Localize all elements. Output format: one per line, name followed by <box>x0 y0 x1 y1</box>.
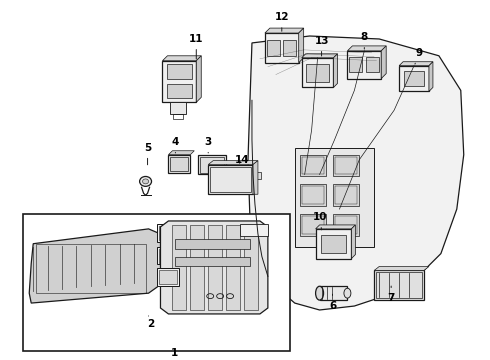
Bar <box>319 286 347 300</box>
Polygon shape <box>381 46 386 78</box>
Bar <box>399 66 429 91</box>
Bar <box>294 148 374 247</box>
Bar <box>306 64 329 81</box>
Polygon shape <box>399 62 433 66</box>
Bar <box>334 155 359 176</box>
Bar <box>366 57 378 72</box>
Bar <box>159 270 177 284</box>
Bar <box>157 224 179 242</box>
Bar <box>374 270 424 300</box>
Bar <box>167 84 192 98</box>
Polygon shape <box>316 225 355 229</box>
Text: 2: 2 <box>147 316 154 329</box>
Text: 8: 8 <box>361 32 368 49</box>
Bar <box>171 157 188 171</box>
Bar <box>404 71 424 86</box>
Bar <box>265 33 299 63</box>
Polygon shape <box>265 28 304 33</box>
Ellipse shape <box>143 179 148 184</box>
Bar <box>208 225 222 310</box>
Bar <box>173 114 183 119</box>
Bar <box>208 165 253 194</box>
Polygon shape <box>351 225 355 258</box>
Polygon shape <box>161 221 268 314</box>
Text: 14: 14 <box>235 155 249 165</box>
Bar <box>171 226 178 240</box>
Polygon shape <box>347 46 386 51</box>
Bar <box>226 225 240 310</box>
Bar <box>169 155 190 172</box>
Polygon shape <box>196 56 201 102</box>
Polygon shape <box>208 161 258 165</box>
Bar <box>167 64 192 78</box>
Bar <box>300 184 325 206</box>
Polygon shape <box>248 36 464 310</box>
Bar <box>172 225 186 310</box>
Text: 11: 11 <box>189 34 203 59</box>
Polygon shape <box>169 151 195 155</box>
Polygon shape <box>163 56 201 61</box>
Bar <box>302 186 323 204</box>
Bar <box>300 214 325 236</box>
Bar <box>302 157 323 175</box>
Text: 5: 5 <box>144 143 151 165</box>
Bar <box>175 239 250 249</box>
Polygon shape <box>429 62 433 91</box>
Polygon shape <box>374 266 429 270</box>
Bar <box>171 102 186 114</box>
Polygon shape <box>302 54 338 58</box>
Bar <box>321 235 346 253</box>
Bar <box>23 214 290 351</box>
Bar <box>267 40 280 56</box>
Bar <box>159 249 177 262</box>
Bar <box>336 157 357 175</box>
Bar <box>347 51 381 78</box>
Bar <box>336 186 357 204</box>
Bar <box>300 155 325 176</box>
Polygon shape <box>299 28 304 63</box>
Text: 4: 4 <box>172 137 179 153</box>
Bar <box>302 216 323 234</box>
Bar <box>336 216 357 234</box>
Bar <box>157 269 179 286</box>
Bar <box>163 61 196 102</box>
Ellipse shape <box>344 288 351 298</box>
Text: 13: 13 <box>314 36 329 56</box>
Bar <box>283 40 296 56</box>
Ellipse shape <box>140 176 151 186</box>
Polygon shape <box>253 161 258 194</box>
Bar <box>253 171 261 179</box>
Polygon shape <box>334 54 338 87</box>
Bar <box>200 157 224 172</box>
Bar <box>190 225 204 310</box>
Bar <box>334 184 359 206</box>
Polygon shape <box>29 229 163 303</box>
Text: 7: 7 <box>388 286 395 303</box>
Bar <box>240 224 268 236</box>
Bar <box>210 167 251 192</box>
Bar <box>159 226 168 240</box>
Text: 1: 1 <box>171 347 178 357</box>
Bar <box>316 229 351 258</box>
Bar <box>349 57 362 72</box>
Bar <box>198 155 226 175</box>
Bar <box>157 247 179 265</box>
Text: 10: 10 <box>312 212 327 230</box>
Ellipse shape <box>316 286 323 300</box>
Text: 6: 6 <box>329 294 336 311</box>
Text: 9: 9 <box>415 48 422 64</box>
Bar <box>376 273 422 298</box>
Text: 12: 12 <box>274 12 289 31</box>
Bar <box>175 257 250 266</box>
Text: 3: 3 <box>205 137 212 153</box>
Bar <box>244 225 258 310</box>
Bar <box>334 214 359 236</box>
Bar <box>302 58 334 87</box>
Bar <box>36 244 146 293</box>
